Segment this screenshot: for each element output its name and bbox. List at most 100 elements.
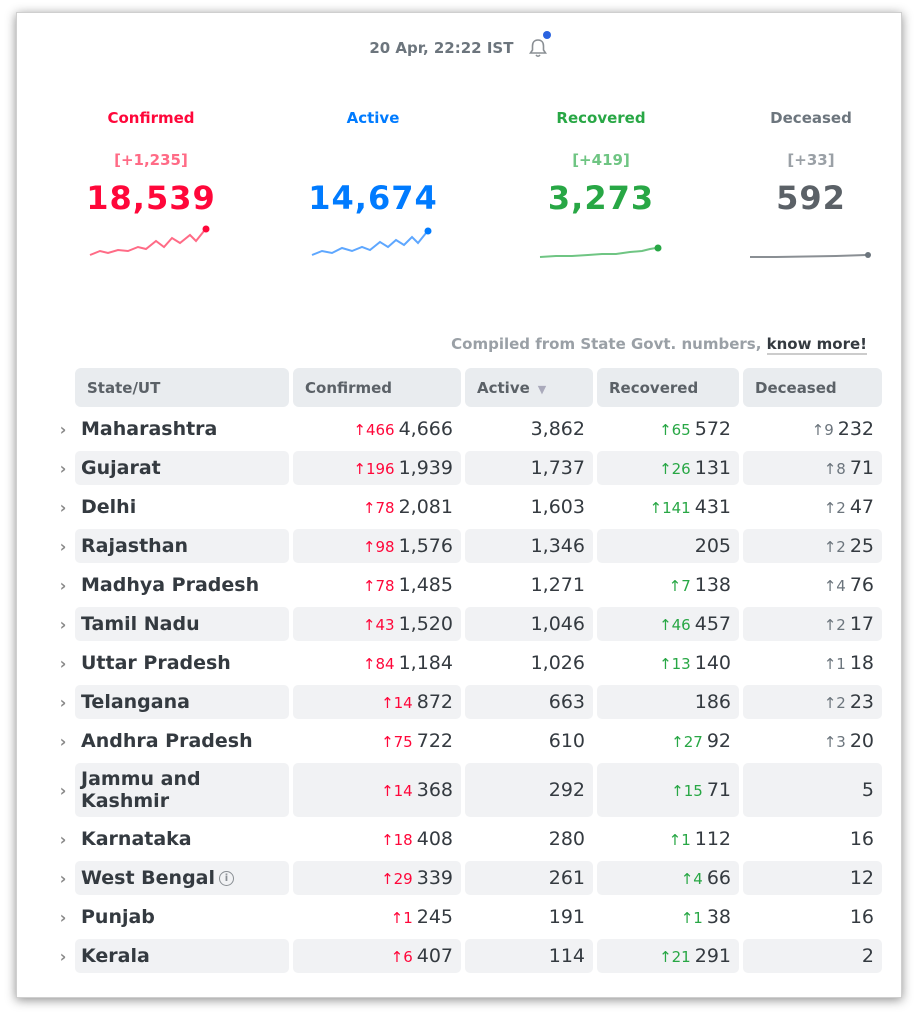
recovered-delta: ↑4 xyxy=(680,870,703,888)
confirmed-cell: ↑196 1,939 xyxy=(293,451,461,485)
expand-chevron-icon[interactable]: › xyxy=(59,868,67,888)
confirmed-value: 872 xyxy=(416,691,453,713)
header-deceased[interactable]: Deceased xyxy=(743,368,882,407)
recovered-delta: [+419] xyxy=(572,151,630,169)
recovered-delta: ↑13 xyxy=(659,655,691,673)
expand-chevron-icon[interactable]: › xyxy=(59,692,67,712)
table-row[interactable]: › Andhra Pradesh ↑75 722 610 ↑27 92 ↑3 20 xyxy=(55,724,882,758)
recovered-delta: ↑27 xyxy=(671,733,703,751)
confirmed-cell: ↑75 722 xyxy=(293,724,461,758)
confirmed-cell: ↑6 407 xyxy=(293,939,461,973)
expand-chevron-icon[interactable]: › xyxy=(59,731,67,751)
deceased-label: Deceased xyxy=(770,109,852,127)
confirmed-value: 408 xyxy=(416,828,453,850)
recovered-delta-value: 7 xyxy=(681,577,691,595)
state-name[interactable]: Madhya Pradesh xyxy=(75,568,289,602)
expand-chevron-icon[interactable]: › xyxy=(59,829,67,849)
state-name[interactable]: Karnataka xyxy=(75,822,289,856)
expand-chevron-icon[interactable]: › xyxy=(59,614,67,634)
deceased-delta: ↑9 xyxy=(811,421,834,439)
table-row[interactable]: › Gujarat ↑196 1,939 1,737 ↑26 131 ↑8 71 xyxy=(55,451,882,485)
info-icon[interactable]: i xyxy=(219,871,235,886)
state-name[interactable]: Gujarat xyxy=(75,451,289,485)
table-row[interactable]: › Jammu and Kashmir ↑14 368 292 ↑15 71 5 xyxy=(55,763,882,817)
confirmed-cell: ↑14 872 xyxy=(293,685,461,719)
table-row[interactable]: › Uttar Pradesh ↑84 1,184 1,026 ↑13 140 ↑1 18 xyxy=(55,646,882,680)
deceased-delta: ↑4 xyxy=(823,577,846,595)
deceased-cell: ↑3 20 xyxy=(743,724,882,758)
recovered-value: 205 xyxy=(694,535,731,557)
confirmed-delta: ↑43 xyxy=(362,616,395,634)
state-name-text: Karnataka xyxy=(81,828,192,850)
table-row[interactable]: › Delhi ↑78 2,081 1,603 ↑141 431 ↑2 47 xyxy=(55,490,882,524)
recovered-delta-value: 4 xyxy=(693,870,703,888)
header-recovered[interactable]: Recovered xyxy=(597,368,739,407)
table-row[interactable]: › Madhya Pradesh ↑78 1,485 1,271 ↑7 138 ↑4 76 xyxy=(55,568,882,602)
deceased-value: 20 xyxy=(849,730,874,752)
confirmed-delta: ↑98 xyxy=(362,538,395,556)
confirmed-value: 407 xyxy=(416,945,453,967)
header-confirmed[interactable]: Confirmed xyxy=(293,368,461,407)
expand-chevron-icon[interactable]: › xyxy=(59,946,67,966)
confirmed-delta-value: 1 xyxy=(403,909,413,927)
table-row[interactable]: › Telangana ↑14 872 663 186 ↑2 23 xyxy=(55,685,882,719)
expand-chevron-icon[interactable]: › xyxy=(59,458,67,478)
active-cell: 261 xyxy=(465,861,593,895)
deceased-delta: ↑2 xyxy=(823,694,846,712)
know-more-link[interactable]: know more! xyxy=(766,335,867,355)
recovered-delta: ↑15 xyxy=(671,782,703,800)
expand-chevron-icon[interactable]: › xyxy=(59,907,67,927)
expand-chevron-icon[interactable]: › xyxy=(59,419,67,439)
expand-chevron-icon[interactable]: › xyxy=(59,780,67,800)
confirmed-delta-value: 78 xyxy=(375,499,395,517)
deceased-value: 12 xyxy=(849,867,874,889)
recovered-value: 291 xyxy=(694,945,731,967)
recovered-delta: ↑65 xyxy=(659,421,691,439)
confirmed-delta-value: 14 xyxy=(393,694,413,712)
state-name[interactable]: Andhra Pradesh xyxy=(75,724,289,758)
recovered-value: 457 xyxy=(694,613,731,635)
state-name-text: Tamil Nadu xyxy=(81,613,200,635)
header-active[interactable]: Active ▼ xyxy=(465,368,593,407)
table-row[interactable]: › Rajasthan ↑98 1,576 1,346 205 ↑2 25 xyxy=(55,529,882,563)
table-row[interactable]: › Karnataka ↑18 408 280 ↑1 112 16 xyxy=(55,822,882,856)
source-note: Compiled from State Govt. numbers, know … xyxy=(451,335,867,355)
table-row[interactable]: › Maharashtra ↑466 4,666 3,862 ↑65 572 ↑9 232 xyxy=(55,412,882,446)
state-name[interactable]: Uttar Pradesh xyxy=(75,646,289,680)
state-name[interactable]: West Bengal i xyxy=(75,861,289,895)
confirmed-value: 245 xyxy=(416,906,453,928)
state-name-text: Gujarat xyxy=(81,457,161,479)
state-name[interactable]: Jammu and Kashmir xyxy=(75,763,289,817)
deceased-cell: ↑4 76 xyxy=(743,568,882,602)
deceased-delta: ↑8 xyxy=(823,460,846,478)
active-cell: 280 xyxy=(548,828,585,850)
state-name[interactable]: Kerala xyxy=(75,939,289,973)
deceased-sparkline xyxy=(750,252,871,258)
deceased-cell: ↑2 47 xyxy=(743,490,882,524)
recovered-value: 131 xyxy=(694,457,731,479)
state-name[interactable]: Punjab xyxy=(75,900,289,934)
confirmed-delta: ↑84 xyxy=(362,655,395,673)
expand-chevron-icon[interactable]: › xyxy=(59,536,67,556)
deceased-delta-value: 4 xyxy=(836,577,846,595)
state-name-text: Andhra Pradesh xyxy=(81,730,253,752)
expand-chevron-icon[interactable]: › xyxy=(59,575,67,595)
table-row[interactable]: › West Bengal i ↑29 339 261 ↑4 66 12 xyxy=(55,861,882,895)
expand-chevron-icon[interactable]: › xyxy=(59,653,67,673)
table-row[interactable]: › Punjab ↑1 245 191 ↑1 38 16 xyxy=(55,900,882,934)
table-row[interactable]: › Kerala ↑6 407 114 ↑21 291 2 xyxy=(55,939,882,973)
bell-icon[interactable] xyxy=(527,31,551,59)
expand-chevron-icon[interactable]: › xyxy=(59,497,67,517)
deceased-cell: ↑2 17 xyxy=(743,607,882,641)
table-row[interactable]: › Tamil Nadu ↑43 1,520 1,046 ↑46 457 ↑2 17 xyxy=(55,607,882,641)
state-name[interactable]: Rajasthan xyxy=(75,529,289,563)
recovered-value: 140 xyxy=(694,652,731,674)
state-name[interactable]: Tamil Nadu xyxy=(75,607,289,641)
state-name[interactable]: Delhi xyxy=(75,490,289,524)
state-name[interactable]: Telangana xyxy=(75,685,289,719)
confirmed-cell: ↑78 2,081 xyxy=(293,490,461,524)
header-state[interactable]: State/UT xyxy=(75,368,289,407)
deceased-value: 76 xyxy=(849,574,874,596)
confirmed-delta: ↑78 xyxy=(362,499,395,517)
state-name[interactable]: Maharashtra xyxy=(75,412,289,446)
